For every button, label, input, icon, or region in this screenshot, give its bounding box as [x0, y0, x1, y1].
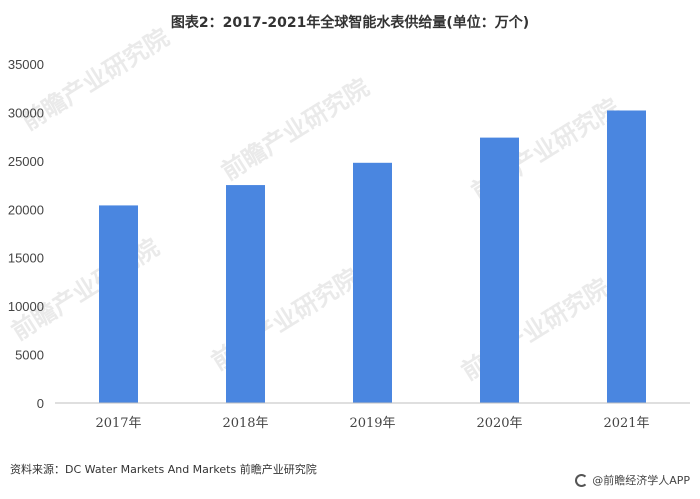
- y-tick-label: 5000: [15, 348, 44, 363]
- y-tick-label: 30000: [8, 105, 44, 120]
- bar-2017年: [99, 205, 138, 403]
- bar-2019年: [353, 162, 392, 403]
- y-tick-label: 35000: [8, 57, 44, 72]
- y-tick-label: 0: [37, 396, 44, 411]
- bar-2018年: [226, 185, 265, 403]
- x-tick-label: 2021年: [603, 416, 649, 431]
- bar-series: [99, 110, 646, 404]
- y-tick-label: 10000: [8, 299, 44, 314]
- brand-logo-icon: [575, 473, 589, 487]
- y-axis: 0 5000 10000 15000 20000 25000 30000 35000: [8, 57, 44, 411]
- bar-2020年: [480, 137, 519, 403]
- x-tick-label: 2019年: [349, 416, 395, 431]
- bar-2021年: [607, 110, 646, 404]
- y-tick-label: 15000: [8, 251, 44, 266]
- y-tick-label: 20000: [8, 202, 44, 217]
- brand-text: @前瞻经济学人APP: [592, 474, 690, 487]
- brand-credit: @前瞻经济学人APP: [575, 472, 690, 488]
- bar-chart: 0 5000 10000 15000 20000 25000 30000 35000 2017…: [8, 57, 690, 431]
- x-tick-label: 2020年: [476, 416, 522, 431]
- chart-title: 图表2：2017-2021年全球智能水表供给量(单位：万个): [170, 15, 530, 31]
- x-tick-label: 2018年: [222, 416, 268, 431]
- y-tick-label: 25000: [8, 154, 44, 169]
- x-tick-label: 2017年: [95, 416, 141, 431]
- source-note: 资料来源：DC Water Markets And Markets 前瞻产业研究…: [10, 463, 317, 476]
- x-axis: 2017年 2018年 2019年 2020年 2021年: [95, 416, 649, 431]
